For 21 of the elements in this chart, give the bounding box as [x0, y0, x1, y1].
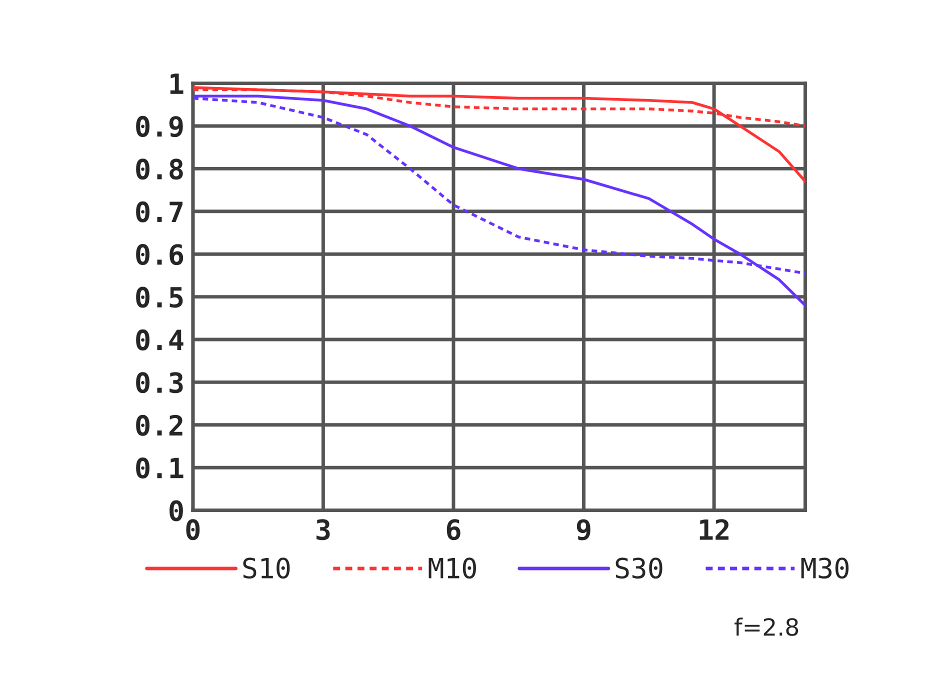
x-tick-label: 6: [446, 519, 460, 540]
y-tick-label: 0: [170, 500, 183, 522]
legend-label: S10: [243, 558, 290, 579]
y-tick-label: 0.3: [136, 372, 183, 394]
legend-label: M30: [801, 558, 849, 579]
y-tick-label: 0.8: [136, 158, 183, 180]
x-tick-label: 9: [576, 519, 590, 540]
legend-label: M10: [428, 558, 476, 579]
y-tick-label: 0.9: [136, 116, 183, 138]
y-tick-label: 0.6: [136, 244, 184, 266]
y-tick-label: 0.5: [136, 286, 183, 308]
y-tick-label: 0.2: [136, 414, 182, 436]
x-tick-label: 12: [700, 519, 728, 540]
text: f=2.8: [734, 618, 798, 636]
y-tick-label: 0.4: [136, 329, 184, 350]
x-tick-label: 0: [186, 519, 200, 540]
x-tick-label: 3: [316, 519, 330, 540]
legend-label: S30: [616, 558, 662, 579]
y-tick-label: 1: [170, 74, 184, 94]
y-tick-label: 0.7: [136, 201, 183, 222]
y-tick-label: 0.1: [136, 458, 184, 479]
